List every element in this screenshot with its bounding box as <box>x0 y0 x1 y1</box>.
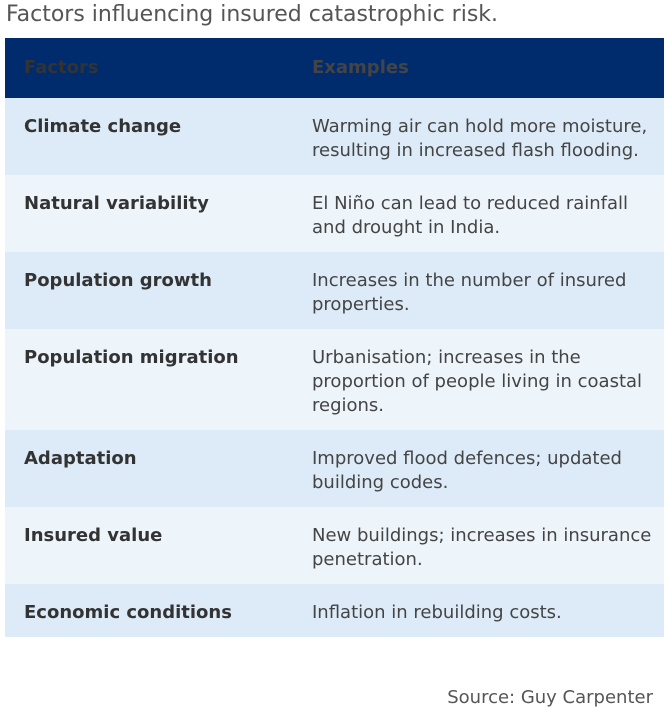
factor-cell: Economic conditions <box>24 602 232 623</box>
source-note: Source: Guy Carpenter <box>447 687 653 708</box>
table-row: Adaptation Improved flood defences; upda… <box>5 430 664 507</box>
factors-table: Factors Examples Climate change Warming … <box>5 38 664 637</box>
table-header: Factors Examples <box>5 38 664 98</box>
table-row: Population growth Increases in the numbe… <box>5 252 664 329</box>
factor-cell: Population growth <box>24 270 212 291</box>
factor-cell: Population migration <box>24 347 239 368</box>
table-row: Natural variability El Niño can lead to … <box>5 175 664 252</box>
example-cell: Inflation in rebuilding costs. <box>312 602 562 623</box>
example-cell: New buildings; increases in insurance pe… <box>312 525 652 570</box>
factor-cell: Insured value <box>24 525 163 546</box>
factor-cell: Climate change <box>24 116 182 137</box>
page-title: Factors influencing insured catastrophic… <box>6 2 499 27</box>
example-cell: Increases in the number of insured prope… <box>312 270 627 315</box>
table-row: Economic conditions Inflation in rebuild… <box>5 584 664 637</box>
example-cell: Urbanisation; increases in the proportio… <box>312 347 643 416</box>
factor-cell: Natural variability <box>24 193 209 214</box>
table-row: Climate change Warming air can hold more… <box>5 98 664 175</box>
header-factors: Factors <box>24 57 99 78</box>
table-row: Insured value New buildings; increases i… <box>5 507 664 584</box>
example-cell: El Niño can lead to reduced rainfall and… <box>312 193 629 238</box>
example-cell: Improved flood defences; updated buildin… <box>312 448 622 493</box>
header-examples: Examples <box>312 57 409 78</box>
table-row: Population migration Urbanisation; incre… <box>5 329 664 430</box>
factor-cell: Adaptation <box>24 448 137 469</box>
example-cell: Warming air can hold more moisture, resu… <box>312 116 648 161</box>
